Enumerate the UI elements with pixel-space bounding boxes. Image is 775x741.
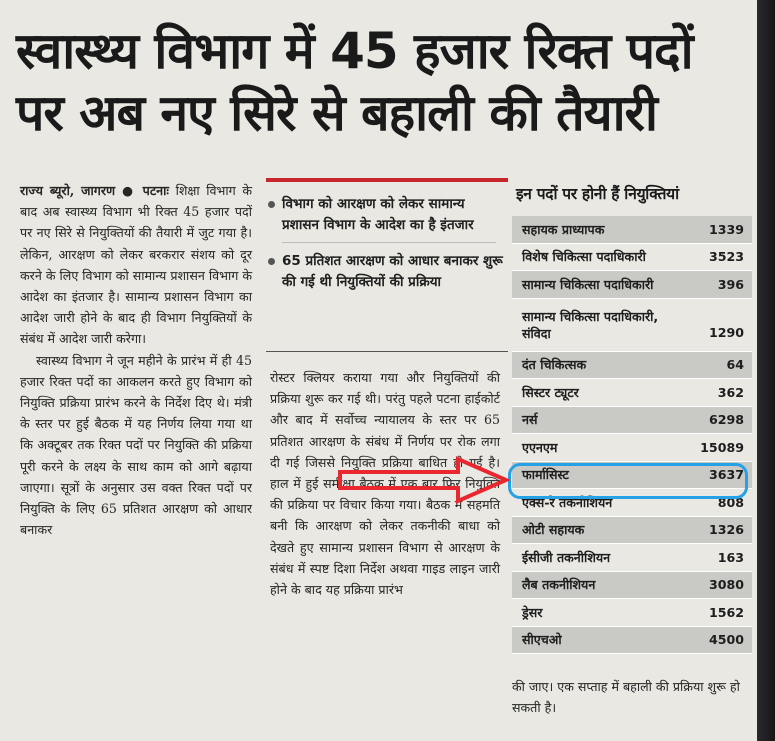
post-count: 1290 [708,324,744,340]
highlight-item: 65 प्रतिशत आरक्षण को आधार बनाकर शुरू की … [266,251,506,293]
table-row: फार्मासिस्ट 3637 [512,461,752,489]
article-paragraph-2: स्वास्थ्य विभाग ने जून महीने के प्रारंभ … [20,352,252,538]
table-row: ओटी सहायक 1326 [512,516,752,544]
article-paragraph-1: शिक्षा विभाग के बाद अब स्वास्थ्य विभाग भ… [20,183,253,347]
bullet-icon [268,201,275,208]
post-count: 3523 [708,249,744,265]
table-title: इन पदों पर होनी हैं नियुक्तियां [516,185,679,203]
divider [266,351,508,352]
post-count: 1326 [708,522,744,538]
highlight-item: विभाग को आरक्षण को लेकर सामान्य प्रशासन … [266,194,506,236]
table-row: एएनएम 15089 [512,434,752,462]
post-count: 1562 [708,604,744,620]
post-name: सीएचओ [522,632,562,648]
article-column-3-end: की जाए। एक सप्ताह में बहाली की प्रक्रिया… [512,679,740,716]
table-row: सिस्टर ट्यूटर 362 [512,379,752,407]
post-name: सिस्टर ट्यूटर [522,384,579,400]
table-row: सीएचओ 4500 [512,626,752,654]
headline: स्वास्थ्य विभाग में 45 हजार रिक्त पदों प… [16,20,746,144]
post-name-cont: संविदा [522,325,551,341]
post-count: 4500 [708,632,744,648]
table-row: विशेष चिकित्सा पदाधिकारी 3523 [512,243,752,271]
red-arrow-icon [338,455,510,505]
post-name: ओटी सहायक [522,522,585,538]
posts-table: इन पदों पर होनी हैं नियुक्तियां सहायक प्… [512,180,752,654]
table-row: लैब तकनीशियन 3080 [512,571,752,599]
post-name: सामान्य चिकित्सा पदाधिकारी [522,276,654,292]
headline-line-2: पर अब नए सिरे से बहाली की तैयारी [16,84,658,142]
red-rule [266,178,508,182]
post-name: फार्मासिस्ट [522,467,569,483]
table-row: सामान्य चिकित्सा पदाधिकारी, संविदा 1290 [512,298,752,352]
post-count: 396 [717,276,744,292]
table-row: ईसीजी तकनीशियन 163 [512,544,752,572]
post-count: 6298 [708,412,744,428]
post-count: 163 [717,549,744,565]
post-count: 1339 [708,221,744,237]
article-column-2: रोस्टर क्लियर कराया गया और नियुक्तियों क… [270,367,500,600]
post-name: नर्स [522,412,538,428]
post-name: सामान्य चिकित्सा पदाधिकारी, [522,308,659,324]
post-count: 3637 [708,467,744,483]
post-name: एएनएम [522,439,558,455]
bullet-icon [268,258,275,265]
post-name: सहायक प्राध्यापक [522,221,605,237]
post-name: ईसीजी तकनीशियन [522,549,611,565]
table-row: दंत चिकित्सक 64 [512,351,752,379]
table-row: ड्रेसर 1562 [512,599,752,627]
post-count: 64 [726,357,744,373]
table-row: सहायक प्राध्यापक 1339 [512,216,752,244]
table-row: सामान्य चिकित्सा पदाधिकारी 396 [512,271,752,299]
post-name: दंत चिकित्सक [522,357,587,373]
table-row: नर्स 6298 [512,406,752,434]
headline-line-1: स्वास्थ्य विभाग में 45 हजार रिक्त पदों [16,22,694,80]
post-count: 3080 [708,577,744,593]
pharmacist-highlight-ring [508,463,748,499]
post-name: लैब तकनीशियन [522,577,596,593]
byline: राज्य ब्यूरो, जागरण ● पटनाः [20,183,169,198]
table-rows: सहायक प्राध्यापक 1339 विशेष चिकित्सा पदाधि… [512,216,752,654]
post-count: 15089 [700,439,744,455]
post-name: विशेष चिकित्सा पदाधिकारी [522,249,646,265]
highlight-box: विभाग को आरक्षण को लेकर सामान्य प्रशासन … [266,178,508,352]
article-column-1: राज्य ब्यूरो, जागरण ● पटनाः शिक्षा विभाग… [20,180,252,540]
background-edge [757,0,775,741]
post-name: ड्रेसर [522,604,543,620]
post-count: 362 [717,384,744,400]
article-paragraph-3: रोस्टर क्लियर कराया गया और नियुक्तियों क… [270,370,500,598]
divider [282,242,496,243]
newspaper-clipping: स्वास्थ्य विभाग में 45 हजार रिक्त पदों प… [0,0,757,741]
